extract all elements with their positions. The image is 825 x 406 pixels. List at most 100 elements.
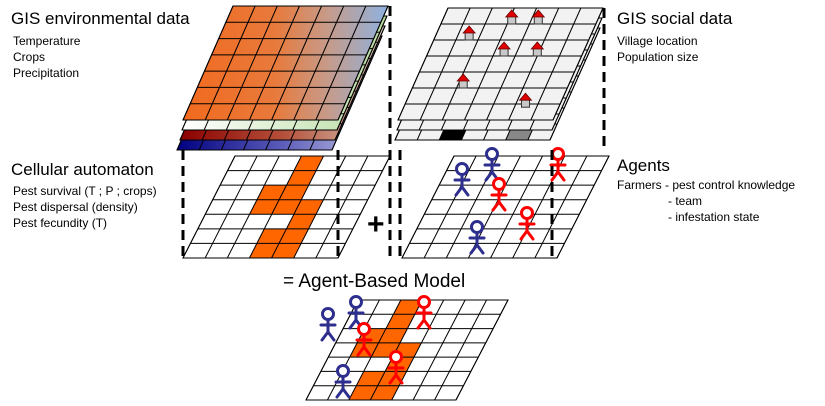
farmer-icon (453, 162, 471, 197)
gis-environmental-list: Temperature Crops Precipitation (13, 33, 80, 81)
list-item: Pest dispersal (density) (13, 200, 138, 214)
farmer-head (389, 350, 403, 364)
social-layer-grid (397, 7, 604, 121)
farmer-legs (416, 317, 432, 330)
social-layer-2 (397, 7, 604, 121)
house-icon (497, 41, 511, 57)
farmer-head (520, 206, 534, 220)
pest-cell (279, 228, 309, 244)
cellular-automaton-title: Cellular automaton (11, 160, 154, 179)
list-item: Precipitation (13, 66, 80, 80)
farmer-icon (483, 147, 501, 182)
agents-sub-list: - team - infestation state (668, 193, 759, 225)
pest-cell (279, 185, 309, 200)
pest-cell (370, 385, 400, 400)
farmer-icon (468, 220, 486, 255)
environmental-layers (176, 5, 389, 151)
farmer-icon (490, 177, 508, 212)
farmer-head (349, 295, 363, 309)
grid-line (271, 155, 325, 259)
gis-social-title: GIS social data (617, 9, 733, 28)
house-roof (497, 41, 511, 50)
pest-cell (348, 385, 378, 400)
env-layer-3 (182, 5, 389, 121)
env-layer-grid (182, 5, 389, 121)
grid-line (486, 7, 538, 121)
pest-cell (249, 199, 280, 215)
pest-cell (378, 328, 408, 343)
grid-line (556, 155, 610, 259)
farmer-legs (550, 169, 566, 182)
pest-cell (249, 243, 279, 258)
pest-cell (294, 156, 324, 171)
grid-line (204, 5, 256, 121)
gis-environmental-title: GIS environmental data (11, 9, 190, 28)
grid-line (441, 7, 493, 121)
house-icon (462, 25, 477, 41)
grid-line (305, 299, 359, 401)
grid-line (508, 7, 560, 121)
pest-cell (286, 170, 317, 186)
farmer-legs (454, 184, 470, 197)
agents-grid-outline (401, 155, 610, 259)
farmer-legs (484, 169, 500, 182)
pest-cell (271, 243, 302, 258)
house-icon (456, 73, 471, 89)
list-item: Population size (617, 50, 699, 64)
grid-line (534, 155, 588, 259)
grid-line (530, 7, 582, 121)
house-icon (531, 9, 546, 25)
grid-line (336, 15, 388, 131)
grid-line (182, 5, 234, 121)
agent-based-model-title: = Agent-Based Model (283, 271, 466, 292)
house-icon (504, 9, 519, 25)
grid-line (490, 155, 544, 259)
house-icon (518, 92, 533, 108)
pest-cell (286, 214, 316, 229)
grid-line (331, 35, 383, 151)
grid-line (412, 299, 466, 401)
farmer-icon (518, 206, 536, 241)
grid-line (271, 5, 323, 121)
grid-line (226, 5, 278, 121)
gis-social-list: Village location Population size (617, 33, 698, 65)
grid-line (315, 5, 367, 121)
list-item: - team (668, 194, 703, 208)
farmer-legs (469, 242, 485, 255)
list-item: Temperature (13, 34, 81, 48)
house-roof (462, 25, 477, 34)
farmer-icon (355, 322, 373, 357)
grid-line (337, 155, 391, 259)
grid-line (226, 155, 280, 259)
grid-line (463, 7, 515, 121)
farmer-head (485, 147, 499, 161)
list-item: - infestation state (668, 210, 760, 224)
agents-grid (401, 147, 610, 259)
farmer-head (470, 220, 484, 234)
ca-grid-lines (182, 155, 391, 259)
farmer-head (492, 177, 506, 191)
grid-line (455, 299, 509, 401)
grid-line (419, 7, 471, 121)
social-layers (394, 7, 604, 141)
house-roof (530, 41, 545, 50)
plus-sign: + (367, 208, 385, 241)
house-roof (456, 73, 471, 82)
grid-line (293, 5, 345, 121)
pest-cell (386, 314, 415, 329)
list-item: Crops (13, 50, 46, 64)
agents-title: Agents (617, 156, 670, 175)
grid-line (248, 5, 300, 121)
farmer-legs (519, 228, 535, 241)
farmer-icon (347, 295, 365, 330)
grid-line (182, 155, 236, 259)
grid-line (348, 299, 402, 401)
grid-line (552, 7, 604, 121)
farmer-icon (415, 295, 433, 330)
farmer-head (357, 322, 371, 336)
grid-line (397, 7, 449, 121)
list-item: Pest fecundity (T) (13, 216, 108, 230)
farmer-legs (491, 199, 507, 212)
grid-line (369, 299, 423, 401)
